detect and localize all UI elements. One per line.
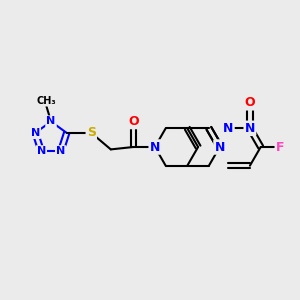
Text: N: N (46, 116, 56, 127)
Text: O: O (128, 115, 139, 128)
Text: N: N (37, 146, 46, 156)
Text: N: N (214, 140, 225, 154)
Text: O: O (244, 96, 255, 109)
Text: N: N (245, 122, 255, 135)
Text: S: S (87, 126, 96, 140)
Text: N: N (223, 122, 233, 135)
Text: F: F (276, 140, 284, 154)
Text: CH₃: CH₃ (37, 95, 56, 106)
Text: N: N (56, 146, 65, 156)
Text: N: N (31, 128, 40, 138)
Text: N: N (150, 140, 160, 154)
